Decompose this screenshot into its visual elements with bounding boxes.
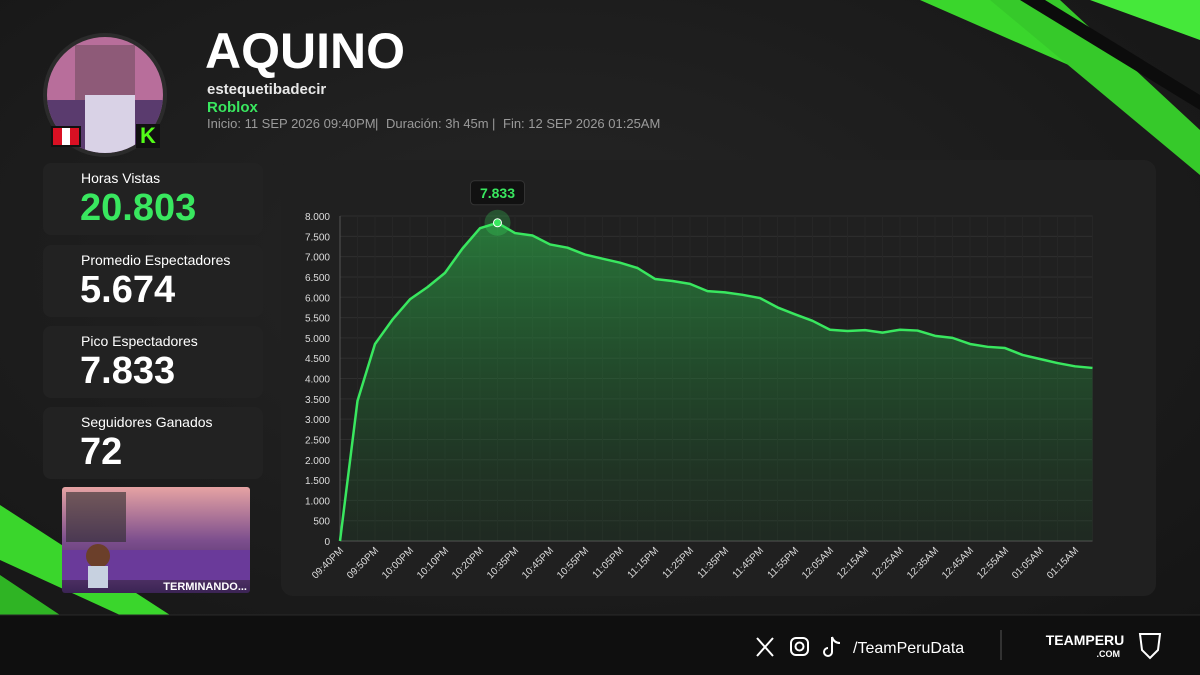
separator: | <box>375 116 378 131</box>
y-tick-label: 7.000 <box>305 253 330 264</box>
stat-card <box>43 407 263 479</box>
y-tick-label: 1.500 <box>305 476 330 487</box>
y-tick-label: 8.000 <box>305 212 330 223</box>
start-time: Inicio: 11 SEP 2026 09:40PM <box>207 116 376 131</box>
stat-label: Promedio Espectadores <box>81 252 230 268</box>
y-tick-label: 1.000 <box>305 496 330 507</box>
avatar: K <box>43 33 167 157</box>
y-tick-label: 3.000 <box>305 415 330 426</box>
social-handle: /TeamPeruData <box>853 640 964 657</box>
duration: Duración: 3h 45m <box>386 116 489 131</box>
peak-label-box <box>470 180 525 206</box>
stat-value: 7.833 <box>80 350 175 392</box>
y-tick-label: 7.500 <box>305 232 330 243</box>
svg-text:K: K <box>140 123 156 148</box>
y-tick-label: 0 <box>324 537 330 548</box>
thumbnail: TERMINANDO... <box>62 487 250 593</box>
stat-label: Pico Espectadores <box>81 333 198 349</box>
footer-bar <box>0 615 1200 675</box>
game: Roblox <box>207 99 258 116</box>
stream-info: Inicio: 11 SEP 2026 09:40PM | Duración: … <box>207 116 660 131</box>
y-tick-label: 2.500 <box>305 435 330 446</box>
stat-label: Horas Vistas <box>81 170 160 186</box>
stat-card <box>43 163 263 235</box>
brand-shield <box>1138 633 1162 660</box>
stat-value: 72 <box>80 431 122 473</box>
stat-card <box>43 245 263 317</box>
decor-slashes <box>0 0 1200 615</box>
brand: TEAMPERU <box>1046 632 1125 648</box>
y-tick-label: 2.000 <box>305 456 330 467</box>
separator: | <box>492 116 495 131</box>
y-tick-label: 4.500 <box>305 354 330 365</box>
area <box>340 222 1093 542</box>
stat-label: Seguidores Ganados <box>81 414 213 430</box>
stat-value: 20.803 <box>80 187 196 229</box>
brand-suffix: .COM <box>1097 649 1121 659</box>
y-tick-label: 4.000 <box>305 375 330 386</box>
y-tick-label: 6.000 <box>305 293 330 304</box>
y-tick-label: 5.500 <box>305 314 330 325</box>
line <box>338 221 1093 542</box>
username: estequetibadecir <box>207 81 326 98</box>
y-tick-label: 3.500 <box>305 395 330 406</box>
y-tick-label: 6.500 <box>305 273 330 284</box>
thumbnail-caption: TERMINANDO... <box>163 581 247 593</box>
social-icons <box>756 636 841 657</box>
y-tick-label: 5.000 <box>305 334 330 345</box>
stat-card <box>43 326 263 398</box>
peak-label: 7.833 <box>480 185 515 201</box>
stat-value: 5.674 <box>80 269 175 311</box>
streamer-name: AQUINO <box>205 23 405 79</box>
y-tick-label: 500 <box>313 517 330 528</box>
peak-point <box>493 218 502 228</box>
end-time: Fin: 12 SEP 2026 01:25AM <box>503 116 660 131</box>
